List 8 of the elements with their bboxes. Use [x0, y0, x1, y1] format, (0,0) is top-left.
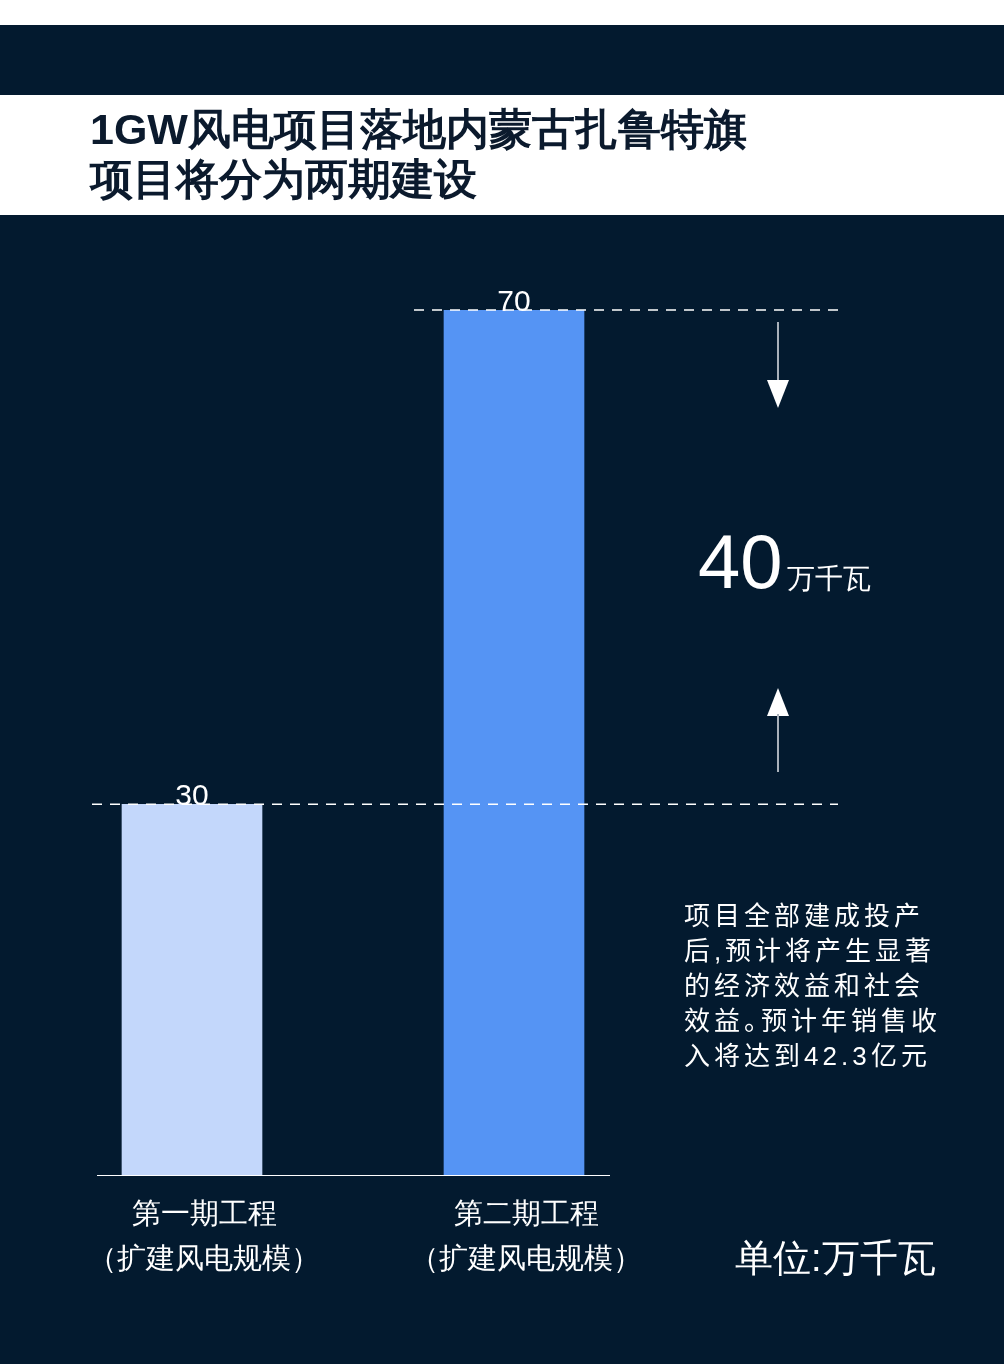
x-tick-label: 第一期工程（扩建风电规模）	[88, 1197, 320, 1275]
annotation: 项目全部建成投产后,预计将产生显著的经济效益和社会效益。预计年销售收入将达到42.3亿元	[684, 900, 942, 1073]
x-tick-label: 第二期工程（扩建风电规模）	[410, 1197, 642, 1275]
data-label: 70	[497, 284, 531, 317]
annotation: 40万千瓦	[698, 519, 871, 604]
text: 单位:万千瓦	[735, 1236, 936, 1281]
data-label: 30	[175, 778, 209, 812]
chart-title: 1GW风电项目落地内蒙古扎鲁特旗项目将分为两期建设	[90, 104, 748, 204]
